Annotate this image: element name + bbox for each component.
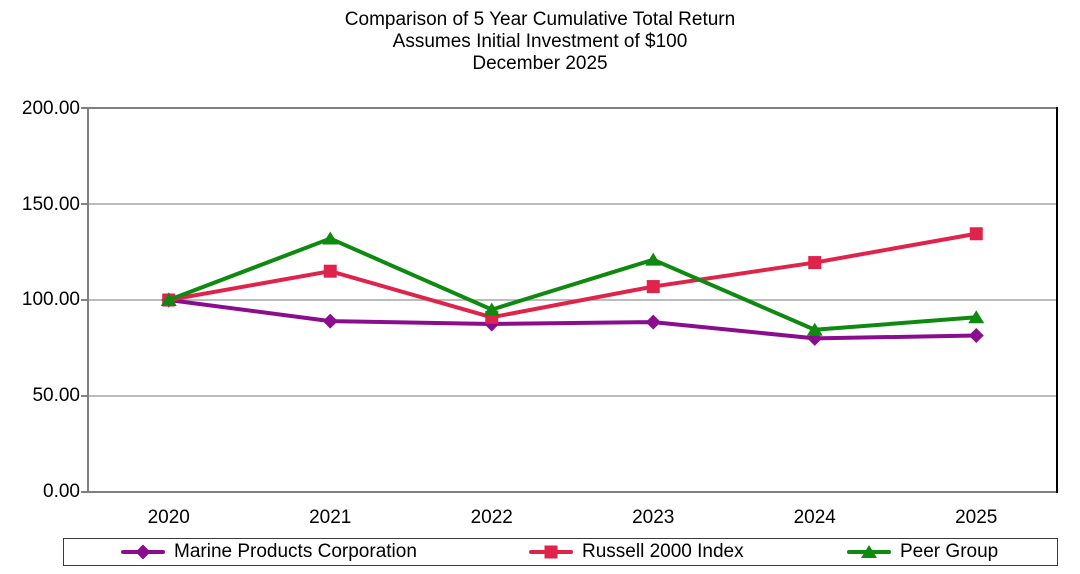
triangle-marker-icon (160, 293, 177, 306)
diamond-marker-icon (322, 313, 338, 329)
legend: Marine Products Corporation Russell 2000… (63, 538, 1058, 566)
y-axis-tick-label: 200.00 (21, 98, 80, 119)
square-marker-icon (969, 227, 983, 241)
chart-title: Comparison of 5 Year Cumulative Total Re… (0, 9, 1080, 75)
series-line (166, 298, 979, 341)
square-marker-icon (323, 264, 337, 278)
square-marker-icon (529, 545, 573, 559)
x-axis: 2020 2021 2022 2023 2024 2025 (88, 506, 1057, 530)
y-axis-tick-label: 50.00 (32, 385, 80, 406)
triangle-marker-icon (483, 302, 500, 316)
x-axis-tick-label: 2025 (955, 507, 998, 528)
square-marker-icon (544, 545, 558, 559)
x-axis-tick-label: 2022 (470, 507, 513, 528)
legend-item-russell-2000-index: Russell 2000 Index (529, 539, 744, 565)
legend-label: Peer Group (900, 541, 999, 562)
chart-title-line2: Assumes Initial Investment of $100 (392, 31, 688, 52)
series-russell-2000-index (162, 227, 983, 324)
diamond-marker-icon (121, 544, 165, 560)
x-axis-tick-label: 2021 (309, 507, 352, 528)
triangle-marker-icon (645, 252, 662, 266)
series-peer-group (160, 231, 985, 336)
diamond-marker-icon (645, 314, 661, 330)
series-line (166, 231, 979, 320)
chart-title-line3: December 2025 (472, 53, 608, 74)
legend-label: Marine Products Corporation (174, 541, 417, 562)
triangle-marker-icon (322, 231, 339, 245)
series-line (166, 236, 979, 332)
x-axis-tick-label: 2023 (632, 507, 675, 528)
triangle-marker-icon (806, 322, 823, 336)
diamond-marker-icon (968, 328, 984, 344)
y-axis-tick-label: 150.00 (21, 194, 80, 215)
square-marker-icon (646, 280, 660, 294)
x-axis-tick-label: 2024 (793, 507, 836, 528)
x-axis-tick-label: 2020 (147, 507, 190, 528)
triangle-marker-icon (861, 545, 877, 558)
legend-item-marine-products-corporation: Marine Products Corporation (121, 539, 417, 565)
y-axis-tick-label: 0.00 (43, 481, 80, 502)
triangle-marker-icon (847, 545, 891, 558)
y-axis-tick-label: 100.00 (21, 289, 80, 310)
triangle-marker-icon (968, 310, 985, 324)
legend-label: Russell 2000 Index (582, 541, 744, 562)
chart-title-line1: Comparison of 5 Year Cumulative Total Re… (344, 9, 736, 30)
diamond-marker-icon (135, 544, 151, 560)
square-marker-icon (808, 256, 822, 270)
legend-item-peer-group: Peer Group (847, 539, 998, 565)
